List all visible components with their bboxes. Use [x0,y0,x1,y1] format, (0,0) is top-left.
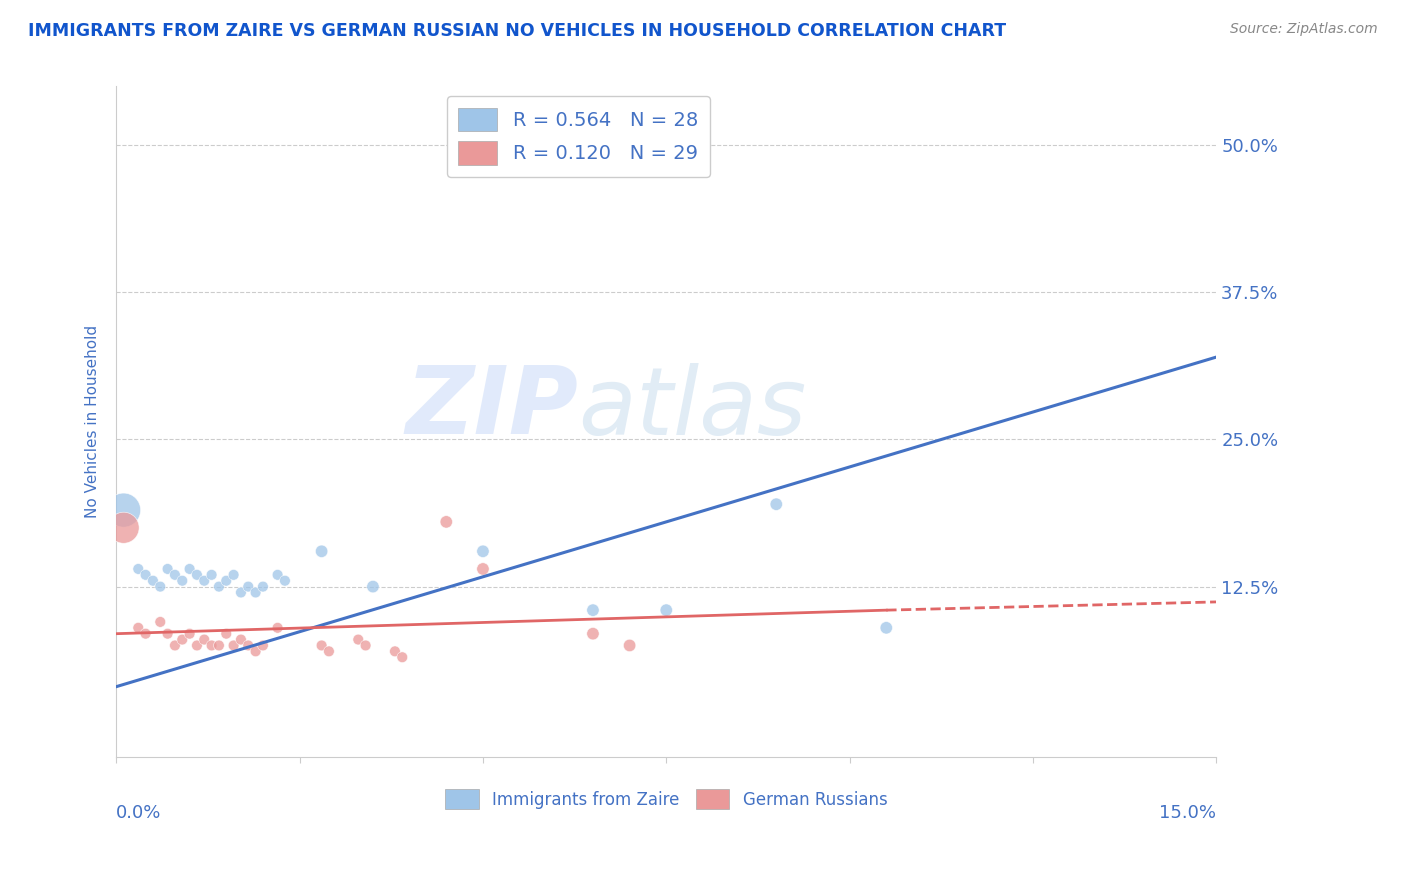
Point [252,639,274,653]
Text: 0.0%: 0.0% [117,805,162,822]
Point [193,574,215,588]
Point [186,639,208,653]
Point [582,603,605,617]
Point [582,626,605,640]
Point [765,497,787,511]
Point [215,626,238,640]
Point [156,626,179,640]
Point [149,580,172,594]
Point [208,639,231,653]
Point [127,621,149,635]
Point [135,567,157,582]
Point [112,503,135,517]
Point [245,585,267,599]
Point [875,621,897,635]
Point [135,626,157,640]
Point [112,521,135,535]
Point [179,626,201,640]
Point [266,567,288,582]
Point [471,544,494,558]
Point [222,567,245,582]
Point [347,632,370,647]
Point [655,603,678,617]
Point [434,515,457,529]
Point [252,580,274,594]
Point [311,544,333,558]
Point [619,639,641,653]
Point [149,615,172,629]
Point [238,639,260,653]
Point [384,644,406,658]
Point [208,580,231,594]
Point [142,574,165,588]
Point [215,574,238,588]
Point [127,562,149,576]
Y-axis label: No Vehicles in Household: No Vehicles in Household [86,326,100,518]
Point [222,639,245,653]
Point [172,632,194,647]
Point [163,567,186,582]
Text: 15.0%: 15.0% [1160,805,1216,822]
Text: ZIP: ZIP [405,362,578,454]
Point [201,567,224,582]
Point [238,580,260,594]
Point [186,567,208,582]
Point [311,639,333,653]
Point [156,562,179,576]
Point [193,632,215,647]
Point [391,650,413,665]
Point [229,585,252,599]
Text: IMMIGRANTS FROM ZAIRE VS GERMAN RUSSIAN NO VEHICLES IN HOUSEHOLD CORRELATION CHA: IMMIGRANTS FROM ZAIRE VS GERMAN RUSSIAN … [28,22,1007,40]
Point [179,562,201,576]
Point [361,580,384,594]
Legend: Immigrants from Zaire, German Russians: Immigrants from Zaire, German Russians [439,782,894,816]
Text: Source: ZipAtlas.com: Source: ZipAtlas.com [1230,22,1378,37]
Point [266,621,288,635]
Point [172,574,194,588]
Point [471,562,494,576]
Point [229,632,252,647]
Point [245,644,267,658]
Point [201,639,224,653]
Point [354,639,377,653]
Point [163,639,186,653]
Text: atlas: atlas [578,363,807,454]
Point [274,574,297,588]
Point [318,644,340,658]
